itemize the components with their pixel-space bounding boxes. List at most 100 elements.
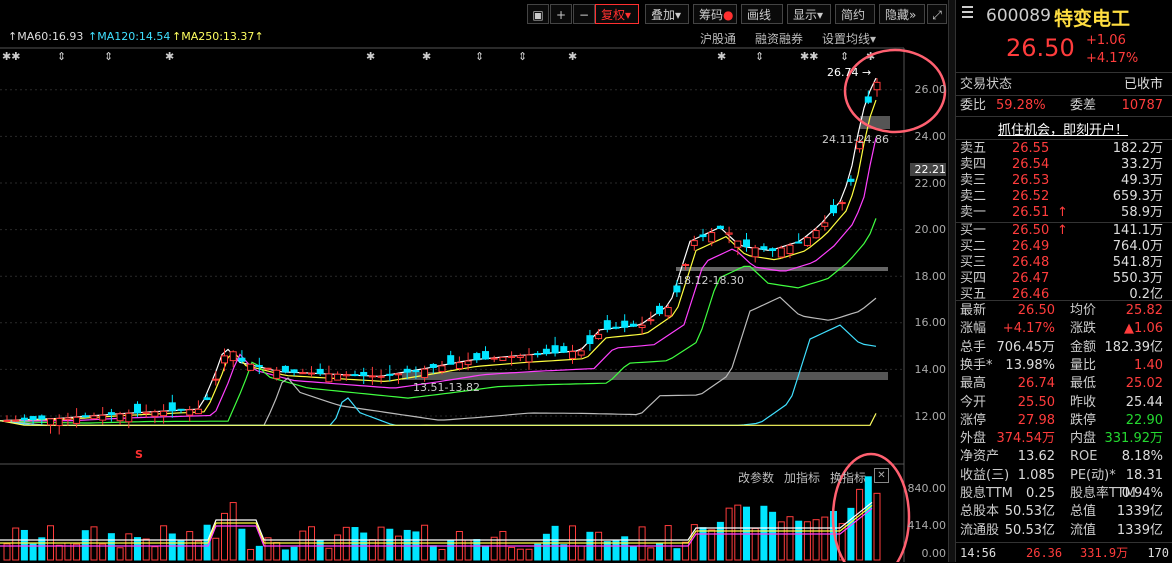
bid-row[interactable]: 买三 26.48 541.8万 (960, 255, 1169, 271)
stat-label: 金额 (1070, 339, 1097, 355)
stat-value: 25.02 (1125, 376, 1163, 392)
ask-row[interactable]: 卖五 26.55 182.2万 (960, 141, 1169, 157)
candle-body (751, 247, 759, 258)
stat-label: 昨收 (1070, 394, 1097, 410)
expand-icon[interactable]: ⤢ (927, 4, 947, 24)
bid-row[interactable]: 买一 26.50 ↑ 141.1万 (960, 223, 1163, 238)
stock-code: 600089 (986, 6, 1051, 26)
stat-value: 0.94% (1121, 486, 1163, 501)
moving-average-line (0, 218, 877, 424)
candle-body (821, 222, 829, 227)
volume-bar (438, 548, 446, 561)
candle-body (621, 320, 629, 328)
volume-bar (38, 537, 46, 561)
current-price-tick: 22.21 (910, 163, 946, 176)
volume-bar (734, 504, 742, 561)
stat-value: 25.82 (1125, 303, 1163, 318)
stat-label: 流值 (1070, 522, 1097, 538)
overlay-button[interactable]: 叠加▾ (645, 4, 689, 24)
svg-text:✱: ✱ (866, 50, 875, 63)
volume-bar (264, 537, 272, 561)
draw-line-button[interactable]: 画线 (741, 4, 783, 24)
minus-icon[interactable]: − (573, 4, 595, 24)
candle-body (760, 246, 768, 250)
kline-panel[interactable]: ▣ + − 复权▾ 叠加▾ 筹码● 画线 显示▾ 简约 隐藏» ⤢ ↑MA60:… (0, 0, 948, 562)
candle-body (769, 248, 777, 252)
bid-row[interactable]: 买五 26.46 0.2亿 (960, 287, 1169, 303)
simple-button[interactable]: 简约 (835, 4, 875, 24)
svg-text:✱: ✱ (366, 50, 375, 63)
candle-body (90, 415, 98, 420)
ask-row[interactable]: 卖三 26.53 49.3万 (960, 173, 1169, 189)
shanghai-connect-link[interactable]: 沪股通 (700, 32, 737, 46)
svg-text:✱: ✱ (568, 50, 577, 63)
book-volume: 49.3万 (1121, 173, 1163, 188)
bid-row[interactable]: 买四 26.47 550.3万 (960, 271, 1169, 287)
bid-row[interactable]: 买二 26.49 764.0万 (960, 239, 1169, 255)
ma60-label: ↑MA60:16.93 (8, 30, 84, 43)
volume-bar (716, 521, 724, 561)
stat-row: 净资产 13.62 ROE 8.18% (960, 448, 1169, 466)
ask-row[interactable]: 卖四 26.54 33.2万 (960, 157, 1169, 173)
close-icon[interactable]: ✕ (874, 468, 889, 483)
edit-params-button[interactable]: 改参数 (738, 471, 775, 485)
stat-label: 内盘 (1070, 431, 1097, 447)
candle-body (560, 346, 568, 353)
ma-settings-link[interactable]: 设置均线▾ (822, 32, 877, 46)
stat-row: 总手 706.45万 金额 182.39亿 (960, 339, 1169, 357)
candle-body (255, 365, 263, 368)
volume-bar (20, 529, 28, 561)
volume-bar (690, 524, 698, 561)
candle-body (20, 417, 28, 421)
open-account-promo-link[interactable]: 抓住机会，即刻开户！ (998, 123, 1129, 138)
candle-body (438, 365, 446, 372)
volume-bar (116, 547, 124, 561)
scrollbar[interactable] (948, 0, 956, 562)
restore-button[interactable]: 复权▾ (595, 4, 639, 24)
ask-row[interactable]: 卖二 26.52 659.3万 (960, 189, 1169, 205)
volume-bar (12, 527, 20, 561)
volume-tick: 414.00 (907, 519, 947, 532)
lock-icon[interactable]: ▣ (527, 4, 549, 24)
candle-body (81, 415, 89, 418)
stat-value: 1.085 (1017, 467, 1055, 483)
add-indicator-button[interactable]: 加指标 (784, 471, 821, 485)
chips-button[interactable]: 筹码● (693, 4, 737, 24)
stock-name: 特变电工 (1054, 8, 1131, 30)
candle-body (299, 372, 307, 375)
candle-body (812, 230, 820, 239)
candle-body (586, 335, 594, 345)
margin-trading-link[interactable]: 融资融券 (755, 32, 804, 46)
stat-row: 总股本 50.53亿 总值 1339亿 (960, 503, 1169, 521)
stat-value: 50.53亿 (1004, 522, 1055, 538)
ask-row[interactable]: 卖一 26.51 ↑ 58.9万 (960, 205, 1163, 220)
candlestick-chart[interactable]: ✱✱ ⇕ ⇕ ✱ ✱ ✱ ⇕ ⇕ ✱ ✱ ⇕ ✱✱ ⇕ ✱ (0, 0, 948, 562)
display-button[interactable]: 显示▾ (787, 4, 831, 24)
stat-value: 26.50 (1017, 303, 1055, 318)
stat-label: 外盘 (960, 431, 987, 447)
stat-value: 27.98 (1017, 412, 1055, 428)
plus-icon[interactable]: + (550, 4, 572, 24)
switch-indicator-button[interactable]: 换指标 (830, 471, 867, 485)
candle-body (647, 319, 655, 322)
candle-body (473, 353, 481, 361)
svg-text:✱: ✱ (422, 50, 431, 63)
candle-body (116, 413, 124, 422)
menu-icon[interactable] (962, 6, 973, 20)
overlay-label: 叠加 (651, 8, 676, 22)
stat-value: 1339亿 (1116, 504, 1163, 520)
candle-body (107, 412, 115, 416)
candle-body (377, 375, 385, 378)
stat-label: 今开 (960, 394, 987, 410)
last-price: 26.50 (1006, 34, 1075, 62)
candle-body (542, 348, 550, 355)
candle-body (290, 369, 298, 373)
candle-body (194, 408, 202, 415)
stat-value: 13.98% (1005, 357, 1055, 373)
volume-bar (847, 507, 855, 561)
hide-button[interactable]: 隐藏» (879, 4, 925, 24)
volume-bar (508, 546, 516, 561)
volume-bar (429, 545, 437, 561)
volume-bar (403, 529, 411, 561)
stat-value: 8.18% (1121, 449, 1163, 465)
